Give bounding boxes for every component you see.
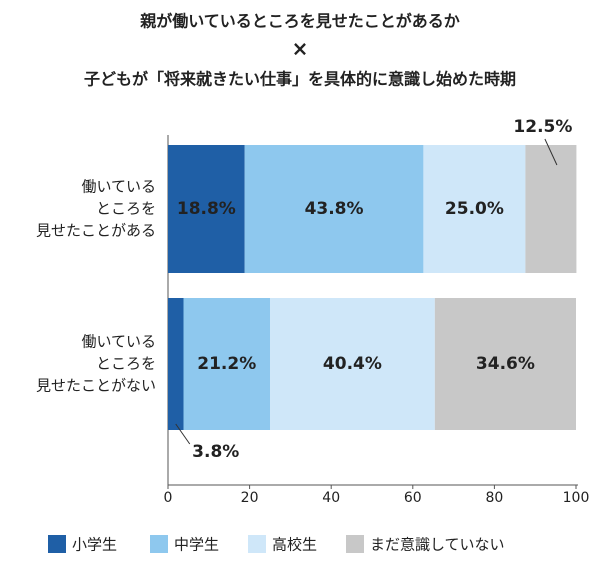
legend-swatch bbox=[248, 535, 266, 553]
leader-line bbox=[544, 138, 558, 166]
chart-title: 親が働いているところを見せたことがあるか bbox=[139, 12, 460, 31]
legend-label: まだ意識していない bbox=[370, 536, 505, 554]
x-tick-label: 20 bbox=[241, 490, 259, 506]
legend-label: 小学生 bbox=[72, 536, 117, 554]
x-tick-label: 60 bbox=[404, 490, 422, 506]
legend-swatch bbox=[48, 535, 66, 553]
category-label: 見せたことがある bbox=[36, 222, 156, 240]
bar-segment bbox=[270, 298, 435, 430]
x-tick-label: 100 bbox=[563, 490, 590, 506]
value-label: 25.0% bbox=[445, 199, 504, 219]
value-label: 34.6% bbox=[476, 354, 535, 374]
category-label: 見せたことがない bbox=[36, 377, 156, 395]
value-label: 43.8% bbox=[305, 199, 364, 219]
category-label: 働いている bbox=[81, 333, 156, 351]
chart-title: × bbox=[292, 37, 309, 61]
bar-segment bbox=[183, 298, 270, 430]
value-label: 40.4% bbox=[323, 354, 382, 374]
leader-line bbox=[175, 423, 191, 445]
x-tick-label: 0 bbox=[164, 490, 173, 506]
x-tick-label: 80 bbox=[485, 490, 503, 506]
category-label: ところを bbox=[96, 355, 156, 373]
legend-label: 中学生 bbox=[174, 536, 219, 554]
chart-title: 子どもが「将来就きたい仕事」を具体的に意識し始めた時期 bbox=[84, 70, 516, 89]
value-label: 12.5% bbox=[513, 117, 572, 137]
x-tick-label: 40 bbox=[322, 490, 340, 506]
bar-segment bbox=[168, 145, 245, 273]
legend-label: 高校生 bbox=[272, 536, 317, 554]
value-label: 21.2% bbox=[197, 354, 256, 374]
bar-segment bbox=[423, 145, 526, 273]
value-label: 18.8% bbox=[177, 199, 236, 219]
legend-swatch bbox=[150, 535, 168, 553]
category-label: 働いている bbox=[81, 178, 156, 196]
bar-segment bbox=[434, 298, 576, 430]
category-label: ところを bbox=[96, 200, 156, 218]
bar-segment bbox=[244, 145, 424, 273]
bar-segment bbox=[168, 298, 184, 430]
bar-segment bbox=[525, 145, 577, 273]
legend-swatch bbox=[346, 535, 364, 553]
value-label: 3.8% bbox=[192, 442, 239, 462]
